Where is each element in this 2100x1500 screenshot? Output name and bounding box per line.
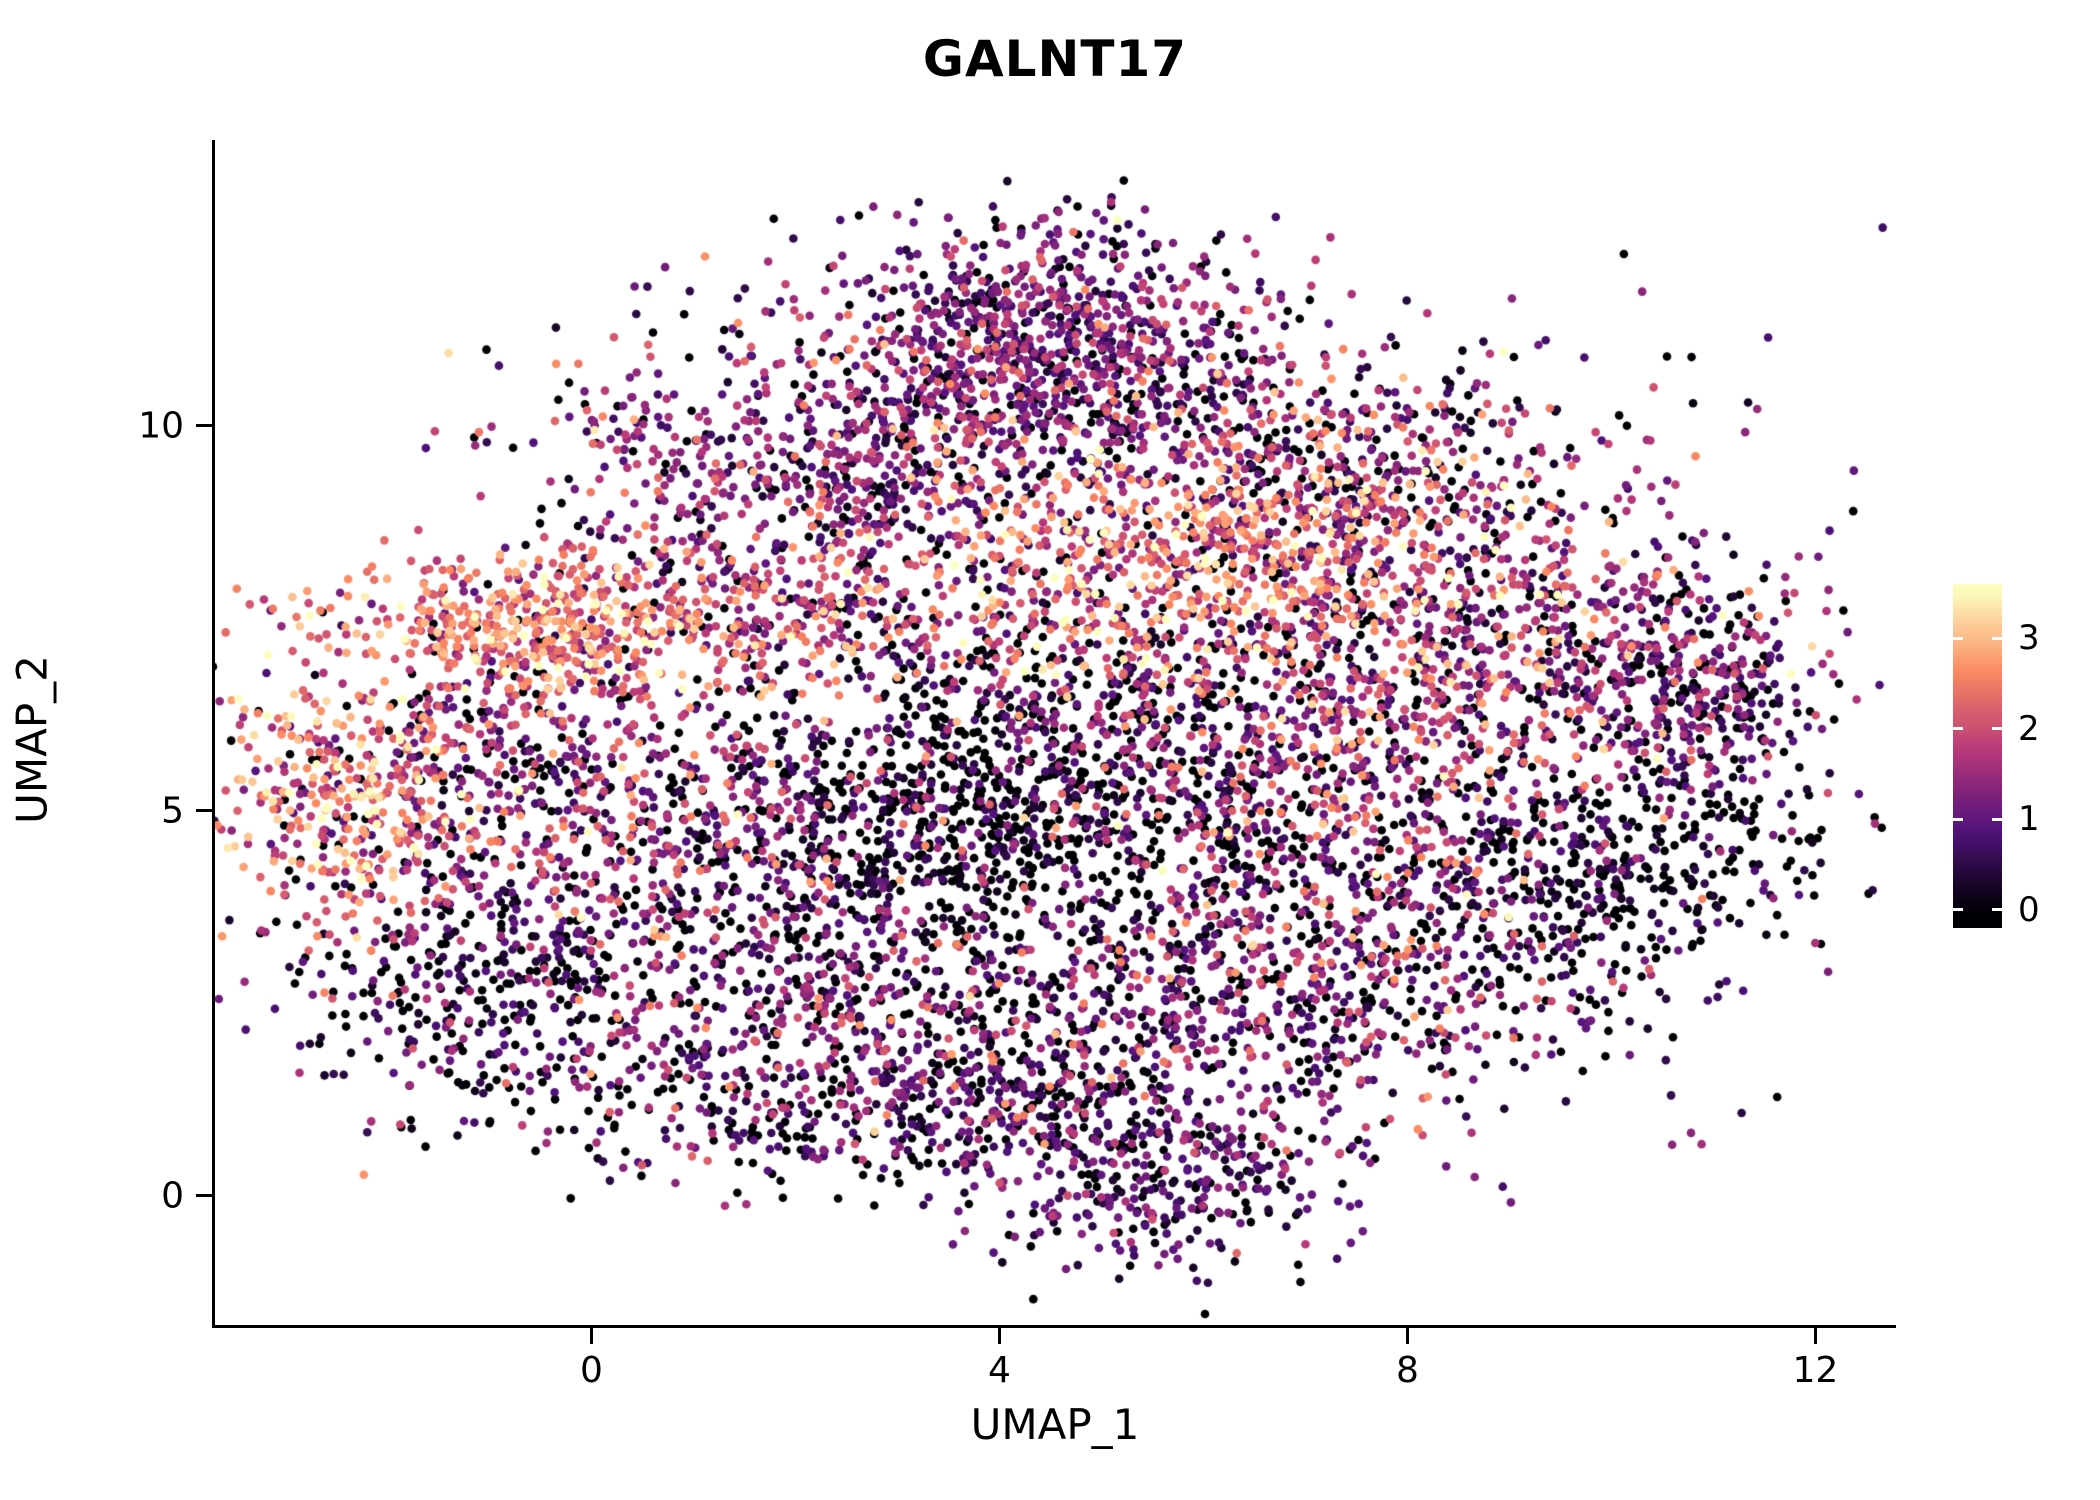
x-tick-label: 0 bbox=[579, 1350, 603, 1391]
x-tick-label: 12 bbox=[1792, 1350, 1839, 1391]
y-axis-line bbox=[212, 140, 215, 1328]
plot-title: GALNT17 bbox=[922, 30, 1188, 88]
x-tick-mark bbox=[997, 1328, 1001, 1344]
y-tick-mark bbox=[196, 424, 212, 428]
colorbar-tick-mark bbox=[1953, 908, 1963, 912]
y-tick-label: 10 bbox=[138, 405, 184, 447]
colorbar-tick-mark bbox=[1953, 636, 1963, 640]
x-tick-label: 8 bbox=[1395, 1350, 1419, 1391]
colorbar-gradient bbox=[1953, 584, 2002, 928]
colorbar-tick-label: 3 bbox=[2018, 618, 2040, 659]
y-axis-title: UMAP_2 bbox=[7, 655, 57, 824]
y-tick-label: 0 bbox=[161, 1175, 184, 1217]
colorbar-tick-mark bbox=[1953, 817, 1963, 821]
colorbar-tick-label: 2 bbox=[2018, 708, 2040, 749]
colorbar-tick-mark bbox=[1953, 727, 1963, 731]
x-axis-title: UMAP_1 bbox=[970, 1400, 1140, 1449]
x-tick-mark bbox=[1405, 1328, 1409, 1344]
x-tick-mark bbox=[1813, 1328, 1817, 1344]
colorbar-tick-label: 0 bbox=[2018, 889, 2040, 930]
scatter-points-canvas bbox=[215, 140, 1895, 1325]
y-tick-label: 5 bbox=[161, 790, 184, 832]
x-axis-line bbox=[212, 1325, 1896, 1328]
colorbar-tick-mark bbox=[1992, 817, 2002, 821]
x-tick-label: 4 bbox=[987, 1350, 1011, 1391]
colorbar-tick-label: 1 bbox=[2018, 799, 2040, 840]
colorbar-tick-mark bbox=[1992, 908, 2002, 912]
x-tick-mark bbox=[589, 1328, 593, 1344]
y-tick-mark bbox=[196, 809, 212, 813]
colorbar-tick-mark bbox=[1992, 636, 2002, 640]
y-tick-mark bbox=[196, 1194, 212, 1198]
colorbar-tick-mark bbox=[1992, 727, 2002, 731]
